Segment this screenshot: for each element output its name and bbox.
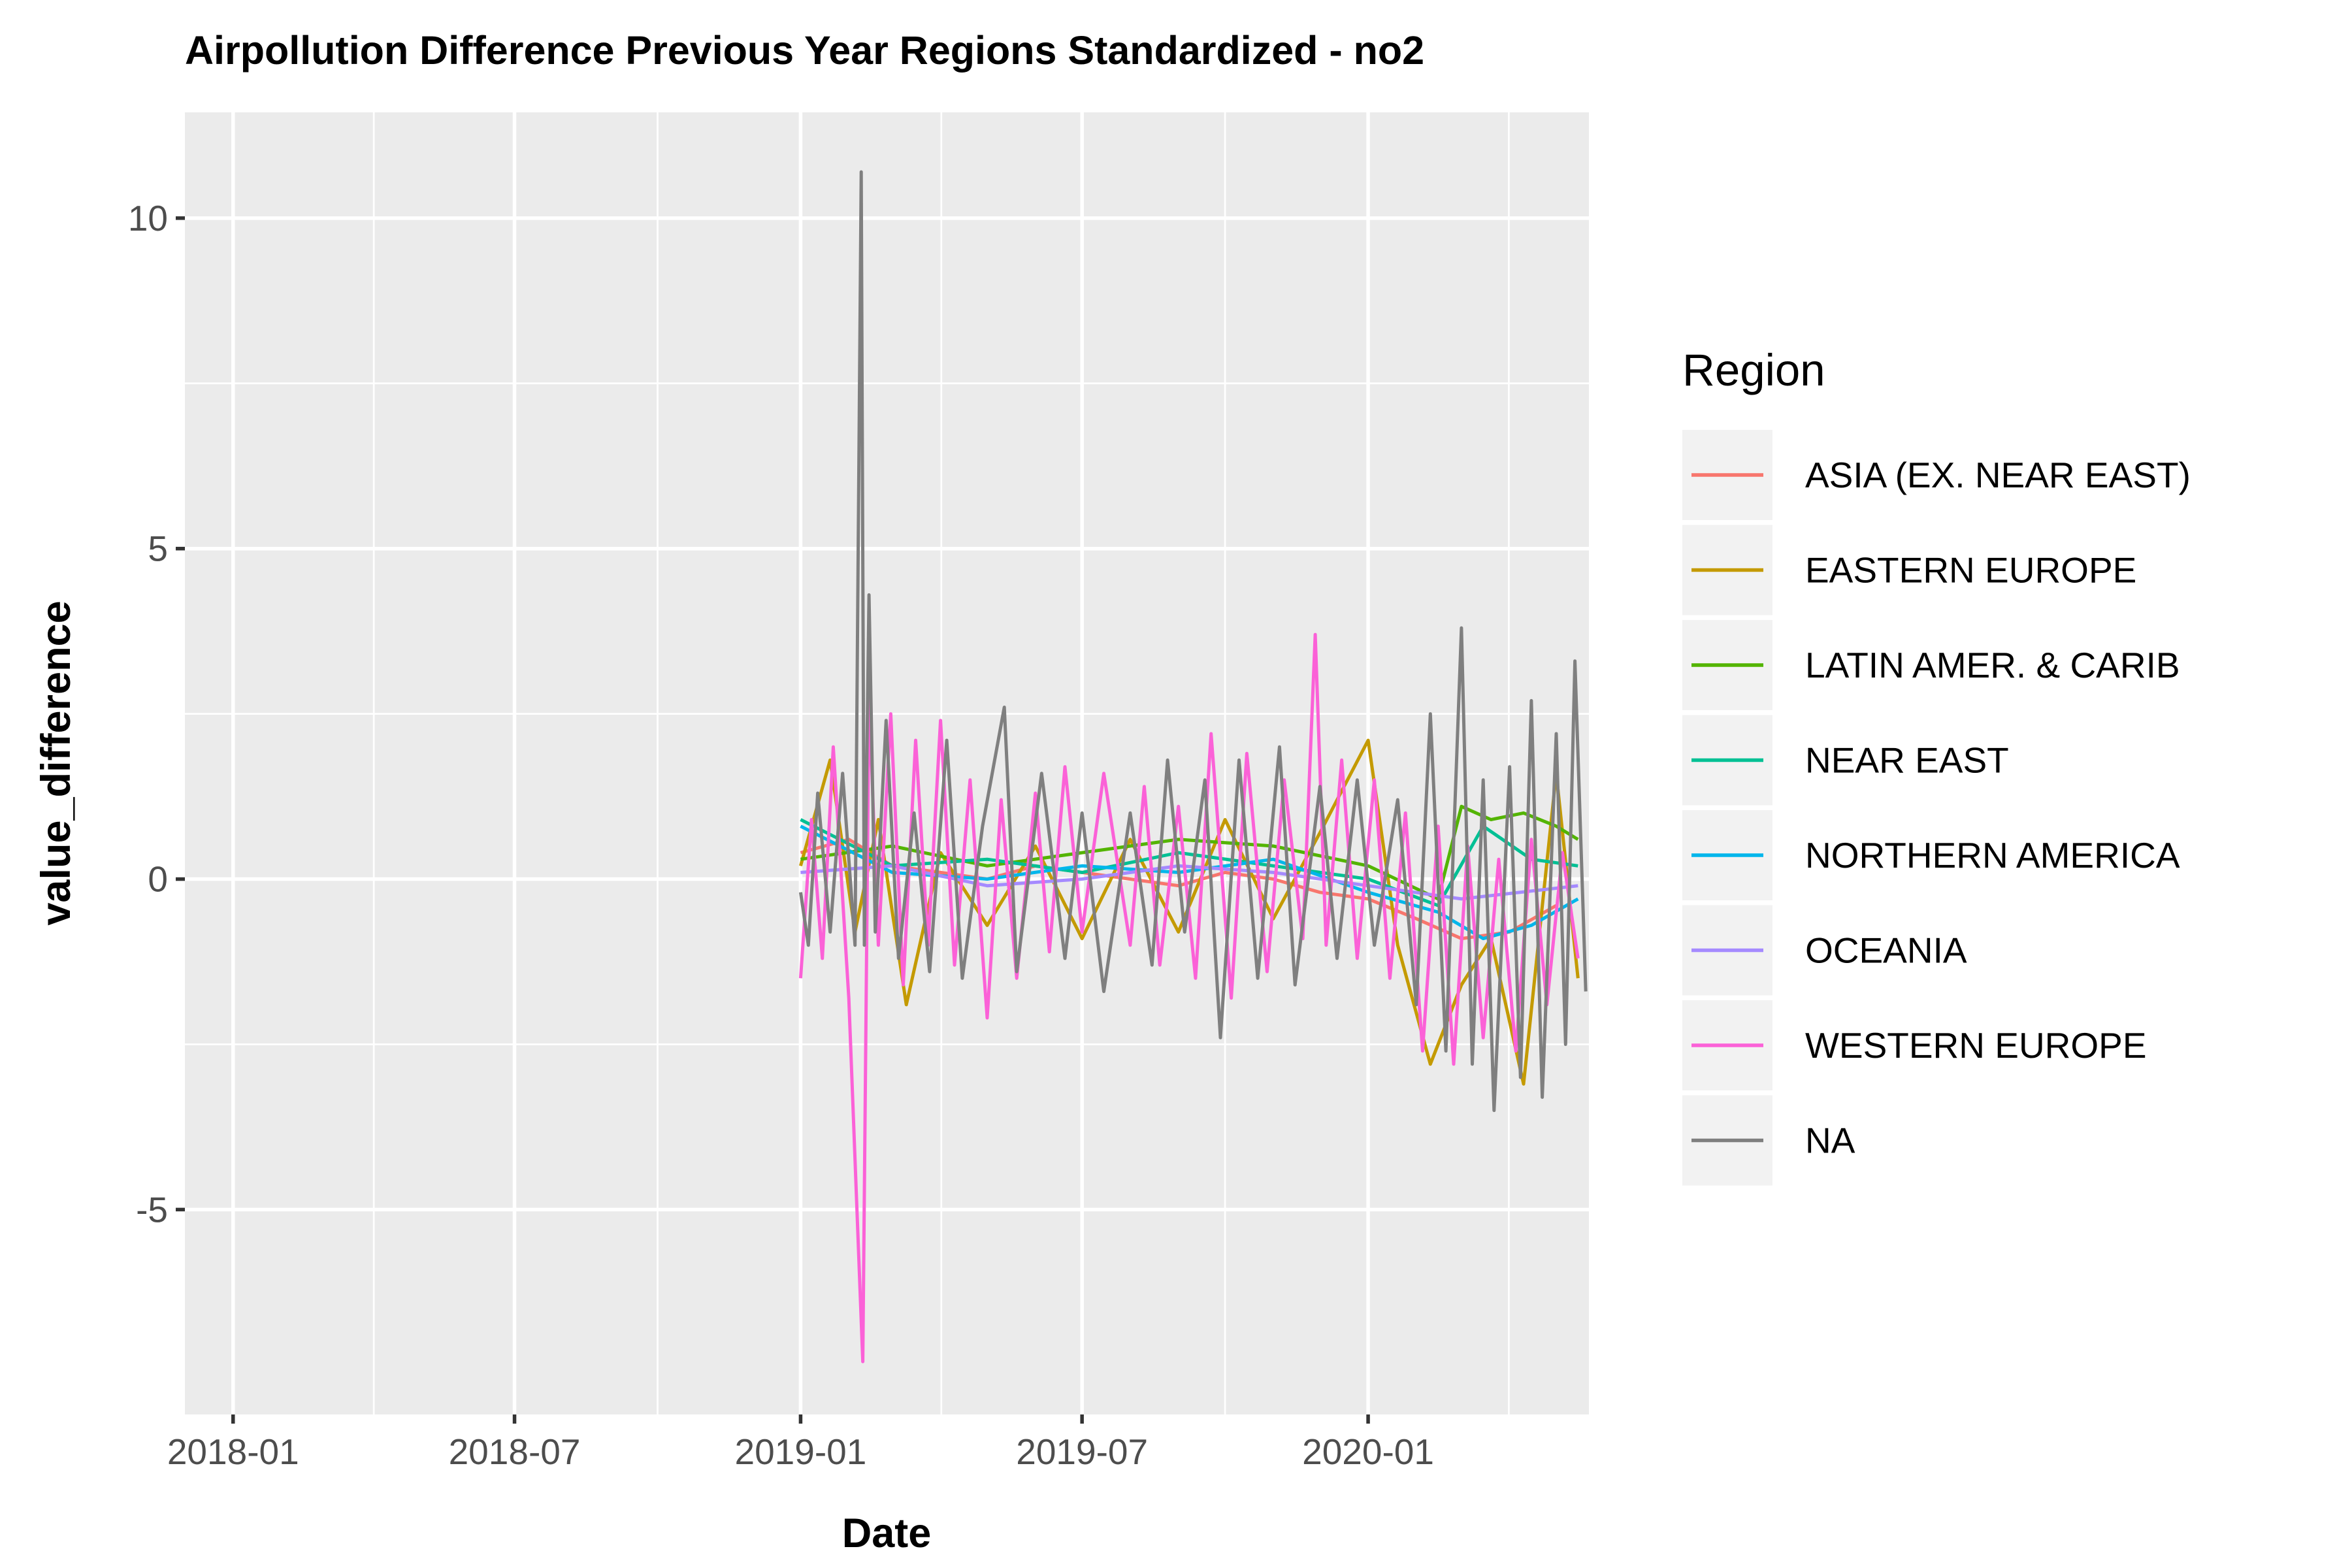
- y-tick-label: 0: [148, 859, 168, 900]
- x-tick-label: 2018-07: [449, 1431, 581, 1472]
- series-line: [798, 170, 1588, 1113]
- series-line: [800, 804, 1579, 901]
- minor-gridlines: [185, 112, 1589, 1414]
- y-tick-label: -5: [136, 1189, 168, 1230]
- y-tick-label: 5: [148, 529, 168, 569]
- y-axis-title: value_difference: [33, 600, 79, 925]
- legend-label: LATIN AMER. & CARIB: [1805, 645, 2180, 685]
- x-axis: 2018-01 2018-07 2019-01 2019-07 2020-01: [167, 1414, 1434, 1472]
- legend-label: NA: [1805, 1120, 1855, 1161]
- legend-label: ASIA (EX. NEAR EAST): [1805, 455, 2191, 495]
- x-axis-title: Date: [842, 1511, 932, 1556]
- x-tick-label: 2020-01: [1302, 1431, 1434, 1472]
- legend-title: Region: [1682, 345, 1825, 395]
- series-line: [798, 632, 1580, 1364]
- y-axis: -5 0 5 10: [128, 198, 185, 1230]
- legend: Region ASIA (EX. NEAR EAST) EASTERN EUROP…: [1682, 345, 2191, 1186]
- chart-title: Airpollution Difference Previous Year Re…: [185, 28, 1424, 73]
- legend-label: NORTHERN AMERICA: [1805, 835, 2180, 875]
- x-tick-label: 2019-01: [734, 1431, 866, 1472]
- series-layer: [798, 170, 1588, 1364]
- y-tick-label: 10: [128, 198, 168, 238]
- legend-label: NEAR EAST: [1805, 740, 2009, 781]
- x-tick-label: 2019-07: [1016, 1431, 1148, 1472]
- legend-label: EASTERN EUROPE: [1805, 550, 2136, 591]
- x-tick-label: 2018-01: [167, 1431, 299, 1472]
- legend-label: WESTERN EUROPE: [1805, 1025, 2147, 1066]
- legend-label: OCEANIA: [1805, 930, 1967, 971]
